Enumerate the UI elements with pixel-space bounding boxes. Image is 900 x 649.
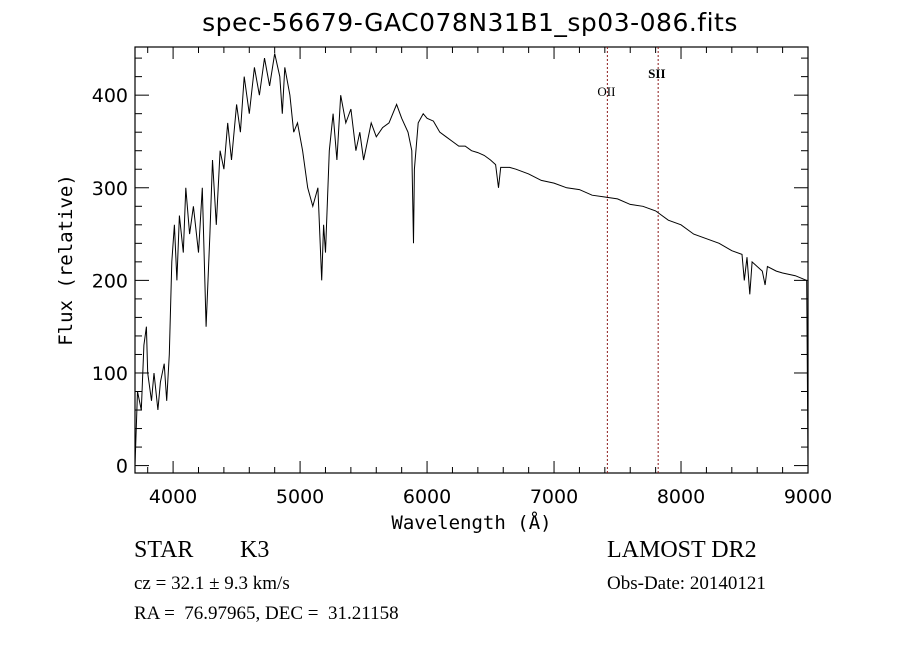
object-class: STAR <box>134 537 194 563</box>
y-tick-label: 300 <box>92 178 128 200</box>
x-tick-label: 5000 <box>276 486 324 508</box>
x-tick-label: 6000 <box>403 486 451 508</box>
x-tick-label: 8000 <box>657 486 705 508</box>
y-tick-label: 0 <box>116 456 128 478</box>
plot-frame <box>134 46 809 474</box>
oii-label: OII <box>597 84 615 99</box>
object-subclass: K3 <box>240 537 270 563</box>
y-tick-label: 100 <box>92 363 128 385</box>
sii-label: SII <box>648 66 665 81</box>
y-axis-label: Flux (relative) <box>55 174 77 346</box>
redshift-label: cz = 32.1 ± 9.3 km/s <box>134 573 290 594</box>
x-axis-label: Wavelength (Å) <box>391 511 551 534</box>
y-tick-label: 200 <box>92 270 128 292</box>
obs-date-label: Obs-Date: 20140121 <box>607 573 766 594</box>
x-tick-label: 7000 <box>530 486 578 508</box>
x-tick-label: 9000 <box>784 486 832 508</box>
chart-title: spec-56679-GAC078N31B1_sp03-086.fits <box>202 8 738 37</box>
coords-label: RA = 76.97965, DEC = 31.21158 <box>134 603 399 624</box>
x-tick-label: 4000 <box>149 486 197 508</box>
survey-label: LAMOST DR2 <box>607 537 757 563</box>
y-tick-label: 400 <box>92 85 128 107</box>
spectrum-line <box>134 53 809 466</box>
